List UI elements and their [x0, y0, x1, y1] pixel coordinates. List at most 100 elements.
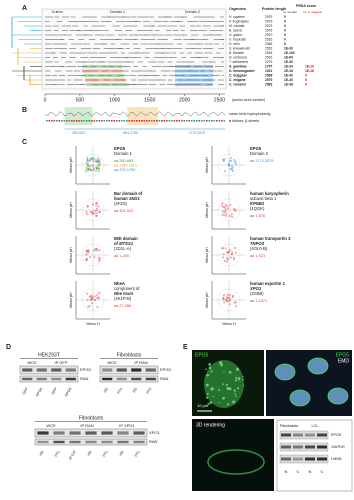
label: 1E-84: [284, 55, 293, 59]
helix-point: [98, 167, 100, 170]
puncta: [219, 361, 223, 365]
label: Fibroblasts: [280, 424, 299, 428]
secondary-structure: [216, 120, 218, 122]
puncta: [205, 368, 207, 370]
helix-point: [93, 249, 95, 252]
helix-point: [86, 205, 89, 207]
secondary-structure: [218, 120, 221, 122]
puncta: [220, 363, 223, 367]
helix-point: [86, 157, 89, 160]
label: 2579: [265, 24, 273, 28]
helix-point: [228, 303, 231, 306]
label: helices, β-sheets: [232, 119, 259, 123]
label: 2579: [265, 78, 273, 82]
label: 0: [305, 78, 307, 82]
puncta: [206, 396, 209, 399]
label: IP GFP: [54, 360, 67, 365]
label: aa 280-683: [114, 159, 133, 163]
blot-band: [133, 431, 145, 435]
panel-label: E: [183, 344, 188, 351]
label: WCE: [27, 360, 37, 365]
puncta: [228, 370, 232, 374]
helix-point: [85, 169, 88, 171]
blot-band: [85, 440, 97, 444]
label: IMD domain: [114, 236, 138, 241]
helix-point: [223, 294, 225, 297]
label: HEK293T: [38, 352, 60, 358]
blot-band: [22, 368, 33, 372]
secondary-structure: [221, 120, 223, 122]
label: 0: [305, 73, 307, 77]
label: RAN: [160, 376, 169, 381]
label: EPG5: [336, 352, 350, 358]
helix-point: [96, 161, 99, 163]
helix-point: [226, 256, 229, 259]
helix-point: [88, 159, 91, 162]
puncta: [210, 370, 213, 373]
label: PT1: [117, 387, 124, 395]
label: EPG5: [195, 352, 209, 358]
helix-point: [95, 202, 97, 205]
helix-point: [234, 160, 237, 163]
helix-point: [90, 164, 93, 167]
blot-band: [53, 431, 65, 435]
label: NheA: [114, 281, 125, 286]
label: Mean μH: [69, 292, 73, 308]
helix-point: [93, 158, 96, 160]
label: Mean μH: [205, 292, 209, 308]
helix-point: [91, 203, 94, 206]
helix-point: [98, 249, 101, 252]
label: human transportin 3: [250, 236, 291, 241]
helix-point: [222, 159, 225, 162]
helix-point: [96, 297, 99, 300]
blot-band: [281, 445, 291, 449]
label: HD: [132, 387, 138, 394]
helix-point: [98, 292, 100, 294]
blot-band: [102, 377, 113, 381]
blot-band: [145, 368, 156, 372]
secondary-structure: [53, 120, 56, 122]
label: component of: [114, 286, 140, 291]
helix-point: [231, 253, 233, 256]
label: B. floridae: [229, 51, 244, 55]
helix-point: [225, 214, 228, 217]
hydrophobicity-trace: [44, 111, 226, 117]
nuclear-rim: [274, 363, 296, 381]
label: 500: [76, 97, 85, 103]
helix-point: [230, 167, 233, 170]
blot-strip: [279, 442, 329, 452]
secondary-structure: [56, 120, 58, 122]
helix-point: [90, 211, 92, 213]
label: Fibroblasts: [117, 352, 142, 358]
helix-point: [221, 202, 224, 205]
blot-band: [131, 368, 142, 372]
puncta: [205, 383, 209, 387]
helix-point: [229, 299, 232, 301]
helix-point: [222, 210, 224, 213]
label: C. remanei: [229, 82, 246, 86]
helix-point: [95, 215, 97, 217]
puncta: [218, 402, 220, 404]
label: 1000: [109, 97, 120, 103]
label: Domain 1: [114, 151, 133, 156]
secondary-structure: [168, 120, 171, 122]
secondary-structure: [198, 120, 201, 122]
helix-point: [229, 293, 232, 296]
secondary-structure: [193, 120, 196, 122]
rendered-cell: [207, 449, 265, 475]
blot-band: [101, 440, 113, 444]
helix-point: [97, 256, 100, 259]
blot-band: [69, 431, 81, 435]
puncta: [225, 383, 228, 386]
label: WCE: [46, 423, 56, 428]
helix-point: [224, 203, 227, 206]
helix-point: [87, 249, 90, 252]
label: EPG5: [80, 367, 91, 372]
secondary-structure: [196, 120, 198, 122]
label: 2518: [265, 51, 273, 55]
label: LMNB: [331, 457, 342, 461]
helix-point: [85, 170, 88, 173]
helix-point: [231, 215, 234, 218]
label: EPG5: [64, 387, 72, 397]
